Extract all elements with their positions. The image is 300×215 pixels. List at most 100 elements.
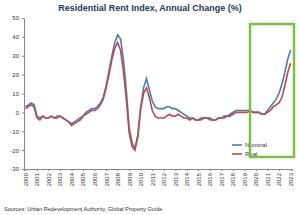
- x-tick: 2014: [184, 169, 190, 186]
- x-tick-mark: [244, 169, 245, 171]
- y-tick: 20: [12, 72, 24, 78]
- legend-swatch: [232, 144, 242, 146]
- x-tick-label: 2005: [80, 172, 86, 186]
- x-tick-label: 2003: [57, 172, 63, 186]
- x-tick-mark: [233, 169, 234, 171]
- x-tick-label: 2000: [23, 172, 29, 186]
- source: Sources: Urban Redevelopment Authority, …: [4, 206, 162, 212]
- x-tick-mark: [141, 169, 142, 171]
- x-tick-label: 2022: [276, 172, 282, 186]
- x-tick-mark: [164, 169, 165, 171]
- x-tick: 2020: [253, 169, 259, 186]
- y-tick-label: 50: [12, 15, 19, 21]
- title: Residential Rent Index, Annual Change (%…: [58, 3, 242, 13]
- x-tick-mark: [72, 169, 73, 171]
- x-tick-mark: [256, 169, 257, 171]
- x-tick: 2007: [104, 169, 110, 186]
- x-tick: 2010: [138, 169, 144, 186]
- x-tick-label: 2015: [196, 172, 202, 186]
- x-tick: 2022: [276, 169, 282, 186]
- x-tick-label: 2018: [230, 172, 236, 186]
- highlight-box: [250, 24, 294, 157]
- x-axis: 2000 2001 2002 2003 2004 2005 2006 2007 2008 2009…: [23, 169, 294, 186]
- x-tick: 2009: [127, 169, 133, 186]
- x-tick: 2023: [288, 169, 294, 186]
- y-tick: -10: [10, 129, 24, 135]
- x-tick-label: 2010: [138, 172, 144, 186]
- x-tick-mark: [37, 169, 38, 171]
- x-tick-mark: [25, 169, 26, 171]
- x-tick-label: 2014: [184, 172, 190, 186]
- x-tick-mark: [48, 169, 49, 171]
- x-tick: 2006: [92, 169, 98, 186]
- y-tick-label: 20: [12, 72, 19, 78]
- y-axis-line: [22, 19, 25, 170]
- x-tick-mark: [152, 169, 153, 171]
- y-tick-mark: [22, 56, 24, 57]
- x-tick: 2018: [230, 169, 236, 186]
- x-tick-label: 2020: [253, 172, 259, 186]
- x-tick-mark: [221, 169, 222, 171]
- x-tick-mark: [60, 169, 61, 171]
- x-tick: 2015: [196, 169, 202, 186]
- y-tick-label: 10: [12, 91, 19, 97]
- x-tick: 2021: [265, 169, 271, 186]
- y-tick-mark: [22, 18, 24, 19]
- y-axis: -30 -20 -10 0 10 20 30 40 50: [10, 15, 24, 172]
- x-axis-line: [25, 170, 293, 172]
- y-tick-label: -20: [10, 148, 19, 154]
- x-tick-mark: [268, 169, 269, 171]
- y-tick: 10: [12, 91, 24, 97]
- y-tick: -30: [10, 166, 24, 172]
- x-tick: 2002: [46, 169, 52, 186]
- x-tick-label: 2006: [92, 172, 98, 186]
- x-tick-mark: [106, 169, 107, 171]
- x-tick: 2004: [69, 169, 75, 186]
- x-tick: 2012: [161, 169, 167, 186]
- x-tick-label: 2004: [69, 172, 75, 186]
- x-tick: 2017: [219, 169, 225, 186]
- x-tick-mark: [95, 169, 96, 171]
- x-tick-label: 2012: [161, 172, 167, 186]
- x-tick-label: 2023: [288, 172, 294, 186]
- x-tick-label: 2021: [265, 172, 271, 186]
- y-tick-label: 30: [12, 53, 19, 59]
- x-tick: 2016: [207, 169, 213, 186]
- y-tick-mark: [22, 112, 24, 113]
- legend-swatch: [232, 153, 242, 155]
- x-tick-mark: [198, 169, 199, 171]
- y-tick: -20: [10, 148, 24, 154]
- x-tick-label: 2019: [242, 172, 248, 186]
- x-tick-mark: [291, 169, 292, 171]
- x-tick-mark: [129, 169, 130, 171]
- y-tick-label: -10: [10, 129, 19, 135]
- plot: -30 -20 -10 0 10 20 30 40 50 2000 2001 2002 2003 2004…: [10, 15, 294, 186]
- x-tick: 2019: [242, 169, 248, 186]
- x-tick-label: 2009: [127, 172, 133, 186]
- x-tick: 2013: [173, 169, 179, 186]
- y-tick-mark: [22, 131, 24, 132]
- chart: Residential Rent Index, Annual Change (%…: [0, 0, 300, 215]
- x-tick-label: 2016: [207, 172, 213, 186]
- x-tick: 2011: [150, 169, 156, 186]
- y-tick: 40: [12, 34, 24, 40]
- y-tick-mark: [22, 37, 24, 38]
- x-tick-mark: [187, 169, 188, 171]
- x-tick: 2001: [34, 169, 40, 186]
- y-tick-label: 40: [12, 34, 19, 40]
- x-tick: 2008: [115, 169, 121, 186]
- x-tick-label: 2001: [34, 172, 40, 186]
- x-tick-mark: [83, 169, 84, 171]
- legend-label: Nominal: [245, 142, 267, 148]
- y-tick: 0: [16, 110, 24, 116]
- x-tick-label: 2008: [115, 172, 121, 186]
- x-tick-label: 2011: [150, 172, 156, 186]
- y-tick-mark: [22, 75, 24, 76]
- y-tick-mark: [22, 94, 24, 95]
- x-tick-label: 2002: [46, 172, 52, 186]
- x-tick-label: 2013: [173, 172, 179, 186]
- y-tick-mark: [22, 150, 24, 151]
- y-tick: 30: [12, 53, 24, 59]
- y-tick: 50: [12, 15, 24, 21]
- y-tick-label: -30: [10, 166, 19, 172]
